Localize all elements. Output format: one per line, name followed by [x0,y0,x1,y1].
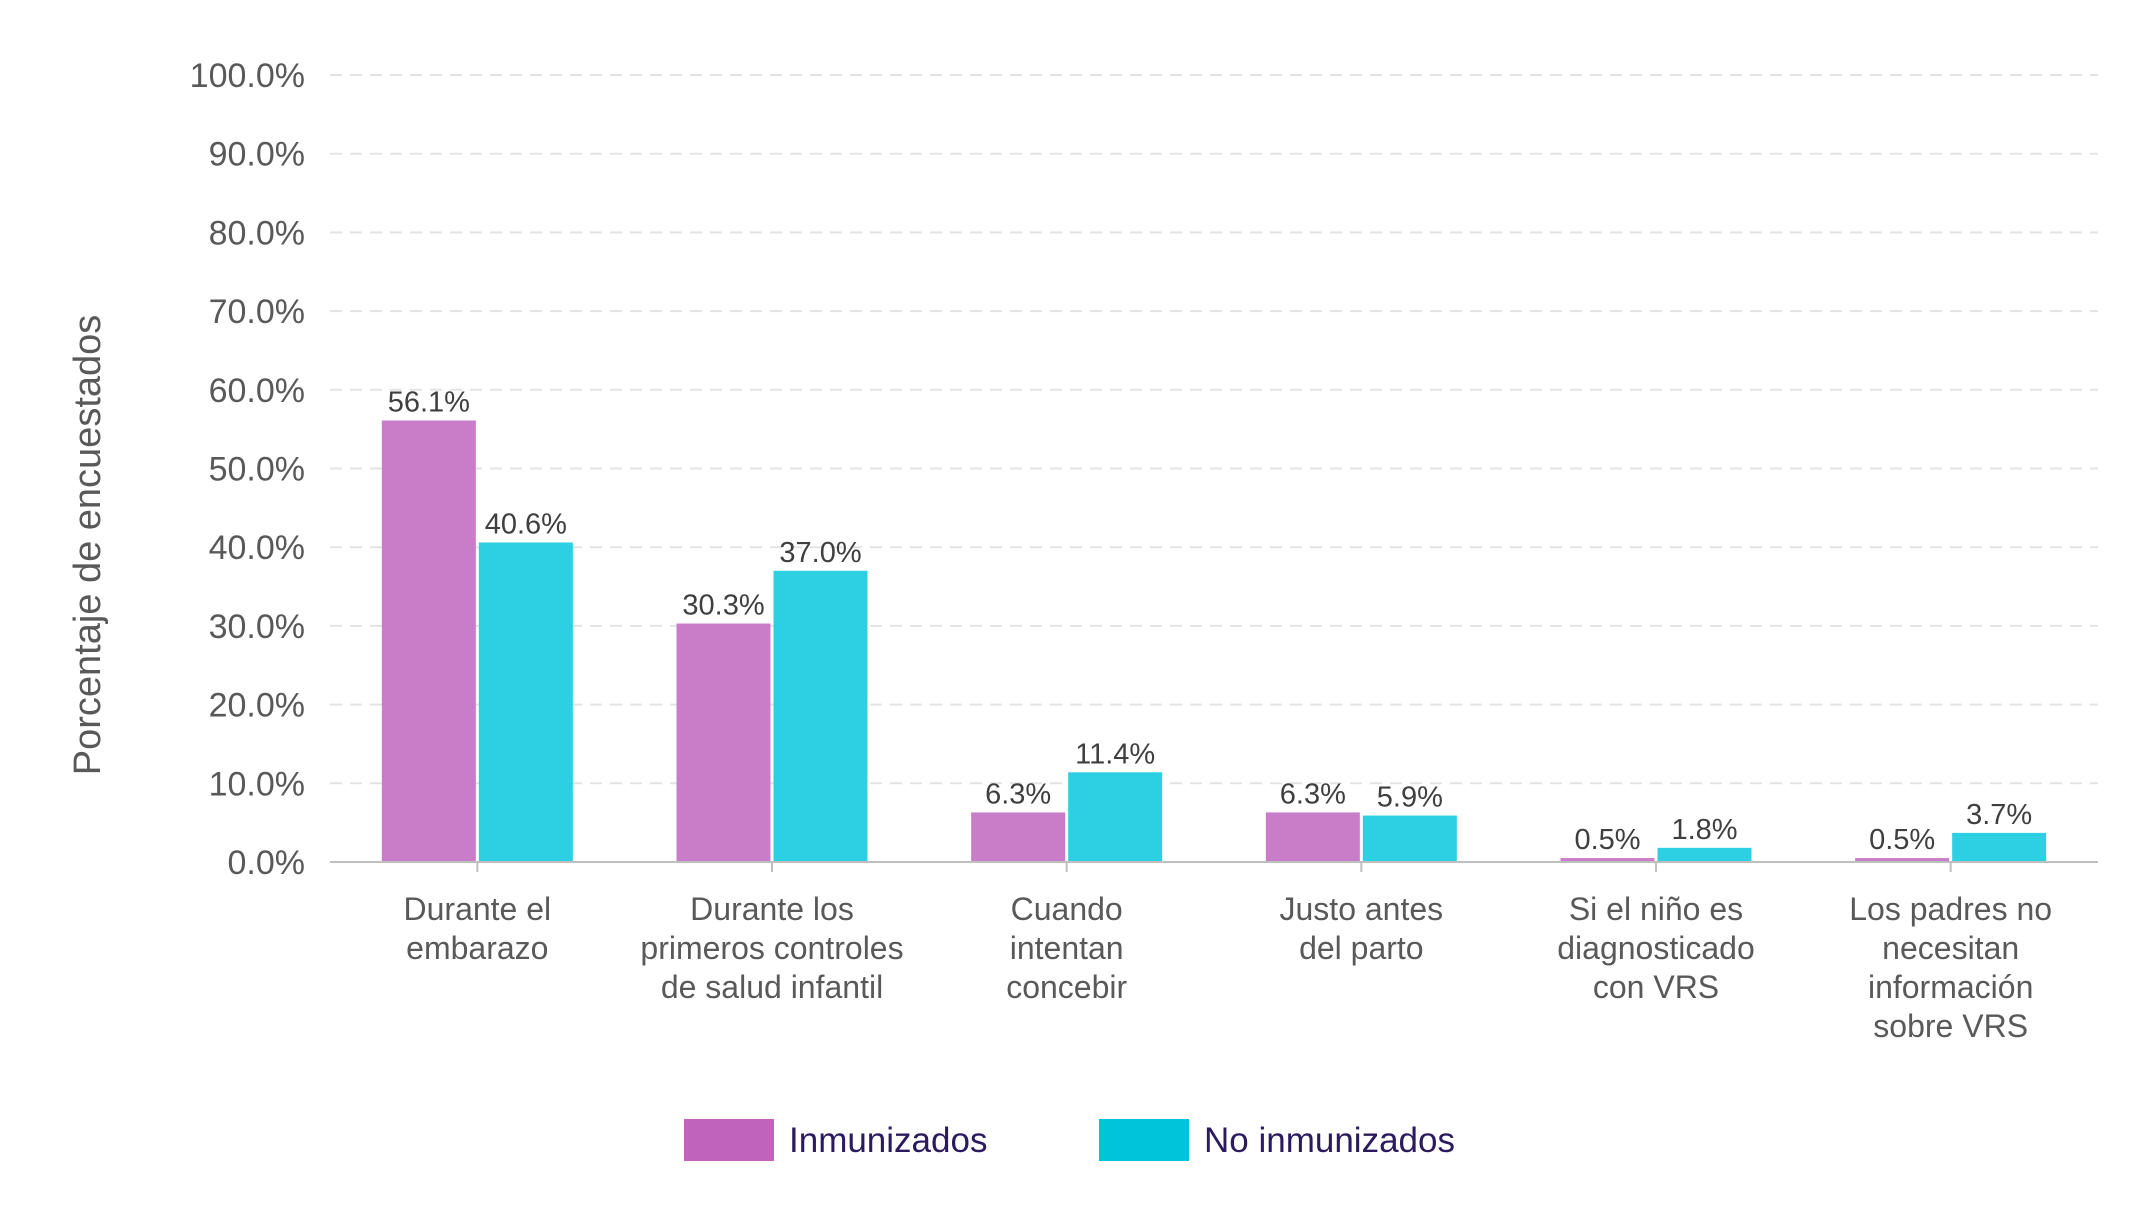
data-label: 1.8% [1671,814,1737,846]
data-label: 6.3% [1280,778,1346,810]
x-axis-ticks [476,862,1952,872]
data-label: 40.6% [485,508,567,540]
data-label: 30.3% [682,590,764,622]
data-label: 3.7% [1966,799,2032,831]
bar-no-inmunizados [478,542,573,862]
data-label: 6.3% [985,778,1051,810]
y-tick-label: 20.0% [209,687,305,725]
x-category-label: Durante el embarazo [404,891,552,966]
y-tick-label: 80.0% [209,214,305,252]
bar-inmunizados [1560,858,1655,862]
y-tick-label: 100.0% [190,57,305,95]
data-labels: 56.1% 40.6% 30.3% 37.0% 6.3% 11.4% 6.3% 5.9% 0.5… [388,386,2033,856]
x-category-label: Durante los primeros controles de salud in… [640,891,903,1005]
x-axis-category-labels: Durante el embarazo Durante los primeros co… [404,891,2053,1044]
x-category-label: Si el niño es diagnosticado con VRS [1557,891,1754,1005]
bar-no-inmunizados [1068,772,1163,862]
data-label: 0.5% [1574,824,1640,856]
y-tick-label: 60.0% [209,372,305,410]
data-label: 5.9% [1377,782,1443,814]
bar-inmunizados [381,420,476,862]
bar-inmunizados [971,812,1066,862]
y-axis-ticks: 0.0% 10.0% 20.0% 30.0% 40.0% 50.0% 60.0% 70.0% 8… [190,57,305,882]
bar-inmunizados [1265,812,1360,862]
y-tick-label: 0.0% [228,844,306,882]
y-tick-label: 50.0% [209,451,305,489]
x-category-label: Justo antes del parto [1280,891,1444,966]
x-category-label: Cuando intentan concebir [1006,891,1127,1005]
legend-swatch [684,1119,774,1161]
legend-label: No inmunizados [1204,1121,1455,1160]
bar-no-inmunizados [1952,832,2047,862]
bar-inmunizados [676,623,771,862]
y-axis-label: Porcentaje de encuestados [67,315,109,776]
gridlines [330,74,2098,785]
bar-inmunizados [1855,858,1950,862]
y-tick-label: 40.0% [209,529,305,567]
legend-label: Inmunizados [789,1121,987,1160]
x-category-label: Los padres no necesitan información sobre V… [1849,891,2052,1044]
y-tick-label: 30.0% [209,608,305,646]
bar-no-inmunizados [773,570,868,862]
data-label: 37.0% [779,537,861,569]
legend-swatch [1099,1119,1189,1161]
bars [381,420,2047,862]
y-tick-label: 70.0% [209,293,305,331]
data-label: 11.4% [1075,738,1155,770]
data-label: 56.1% [388,386,470,418]
y-tick-label: 10.0% [209,765,305,803]
bar-no-inmunizados [1657,847,1752,862]
bar-no-inmunizados [1362,815,1457,862]
legend: Inmunizados No inmunizados [684,1119,1455,1161]
data-label: 0.5% [1869,824,1935,856]
y-tick-label: 90.0% [209,136,305,174]
